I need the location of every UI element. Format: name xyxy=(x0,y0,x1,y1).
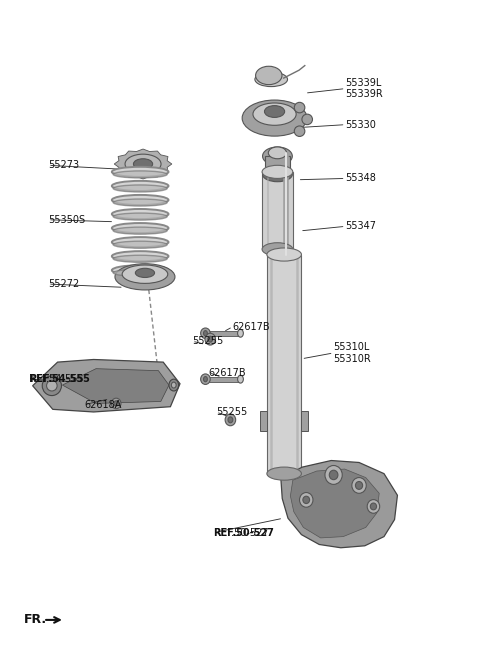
Ellipse shape xyxy=(135,268,155,277)
Bar xyxy=(265,156,290,174)
Ellipse shape xyxy=(329,470,338,480)
Text: 55339L
55339R: 55339L 55339R xyxy=(346,78,384,99)
Ellipse shape xyxy=(238,329,243,337)
Bar xyxy=(301,411,308,431)
Ellipse shape xyxy=(370,503,376,510)
Ellipse shape xyxy=(113,213,167,220)
Ellipse shape xyxy=(112,251,168,261)
Ellipse shape xyxy=(262,165,293,178)
Ellipse shape xyxy=(112,195,168,205)
Ellipse shape xyxy=(204,331,207,336)
Ellipse shape xyxy=(204,377,207,382)
Text: 55272: 55272 xyxy=(48,279,79,289)
Ellipse shape xyxy=(125,154,161,174)
Ellipse shape xyxy=(268,147,287,159)
Ellipse shape xyxy=(113,269,167,276)
Bar xyxy=(209,377,240,382)
Text: 55330: 55330 xyxy=(346,119,376,130)
Ellipse shape xyxy=(355,482,363,489)
Ellipse shape xyxy=(294,102,305,113)
Ellipse shape xyxy=(255,72,288,87)
Text: 62617B: 62617B xyxy=(233,321,270,332)
Ellipse shape xyxy=(113,255,167,262)
Ellipse shape xyxy=(112,265,168,276)
Ellipse shape xyxy=(112,237,168,247)
Ellipse shape xyxy=(267,467,301,480)
Ellipse shape xyxy=(169,379,179,391)
Ellipse shape xyxy=(113,171,167,178)
Bar xyxy=(262,172,293,249)
Text: FR.: FR. xyxy=(24,613,47,626)
Bar xyxy=(267,255,301,474)
Ellipse shape xyxy=(303,496,310,504)
Ellipse shape xyxy=(112,181,168,191)
Ellipse shape xyxy=(201,374,210,384)
Ellipse shape xyxy=(112,223,168,233)
Ellipse shape xyxy=(171,382,176,388)
Ellipse shape xyxy=(300,493,313,507)
Ellipse shape xyxy=(205,333,216,345)
Text: 55347: 55347 xyxy=(346,221,377,232)
Ellipse shape xyxy=(113,185,167,192)
Ellipse shape xyxy=(263,167,292,182)
Text: 55310L
55310R: 55310L 55310R xyxy=(334,342,372,363)
Text: REF.50-527: REF.50-527 xyxy=(214,527,268,538)
Ellipse shape xyxy=(111,398,121,409)
Ellipse shape xyxy=(294,126,305,136)
Ellipse shape xyxy=(352,478,366,493)
Text: REF.54-555: REF.54-555 xyxy=(29,374,90,384)
Ellipse shape xyxy=(113,227,167,234)
Text: 55348: 55348 xyxy=(346,173,376,184)
Ellipse shape xyxy=(122,265,168,283)
Ellipse shape xyxy=(201,328,210,338)
Text: 55350S: 55350S xyxy=(48,215,85,225)
Ellipse shape xyxy=(112,209,168,219)
Ellipse shape xyxy=(264,106,285,117)
Ellipse shape xyxy=(112,167,168,177)
Ellipse shape xyxy=(262,243,293,256)
Polygon shape xyxy=(281,461,397,548)
Text: 55255: 55255 xyxy=(216,407,247,417)
Text: 55255: 55255 xyxy=(192,336,223,346)
Polygon shape xyxy=(62,369,169,403)
Ellipse shape xyxy=(238,375,243,383)
Text: 55273: 55273 xyxy=(48,160,79,171)
Ellipse shape xyxy=(367,500,380,513)
Polygon shape xyxy=(290,469,379,538)
Bar xyxy=(209,331,240,336)
Ellipse shape xyxy=(253,103,296,125)
Polygon shape xyxy=(114,149,172,179)
Ellipse shape xyxy=(114,401,118,406)
Ellipse shape xyxy=(42,376,61,396)
Ellipse shape xyxy=(133,159,153,169)
Ellipse shape xyxy=(255,66,282,85)
Text: 62618A: 62618A xyxy=(84,400,121,410)
Ellipse shape xyxy=(113,241,167,248)
Ellipse shape xyxy=(225,414,236,426)
Ellipse shape xyxy=(242,100,307,136)
Ellipse shape xyxy=(47,380,57,391)
Text: 62617B: 62617B xyxy=(209,367,246,378)
Ellipse shape xyxy=(208,336,213,342)
Ellipse shape xyxy=(113,199,167,206)
Ellipse shape xyxy=(325,466,342,484)
Text: REF.54-555: REF.54-555 xyxy=(29,374,84,384)
Ellipse shape xyxy=(267,248,301,261)
Text: REF.50-527: REF.50-527 xyxy=(214,527,275,538)
Ellipse shape xyxy=(228,417,233,423)
Polygon shape xyxy=(33,359,180,412)
Ellipse shape xyxy=(302,114,312,125)
Ellipse shape xyxy=(263,147,292,165)
Ellipse shape xyxy=(115,264,175,290)
Bar xyxy=(260,411,267,431)
